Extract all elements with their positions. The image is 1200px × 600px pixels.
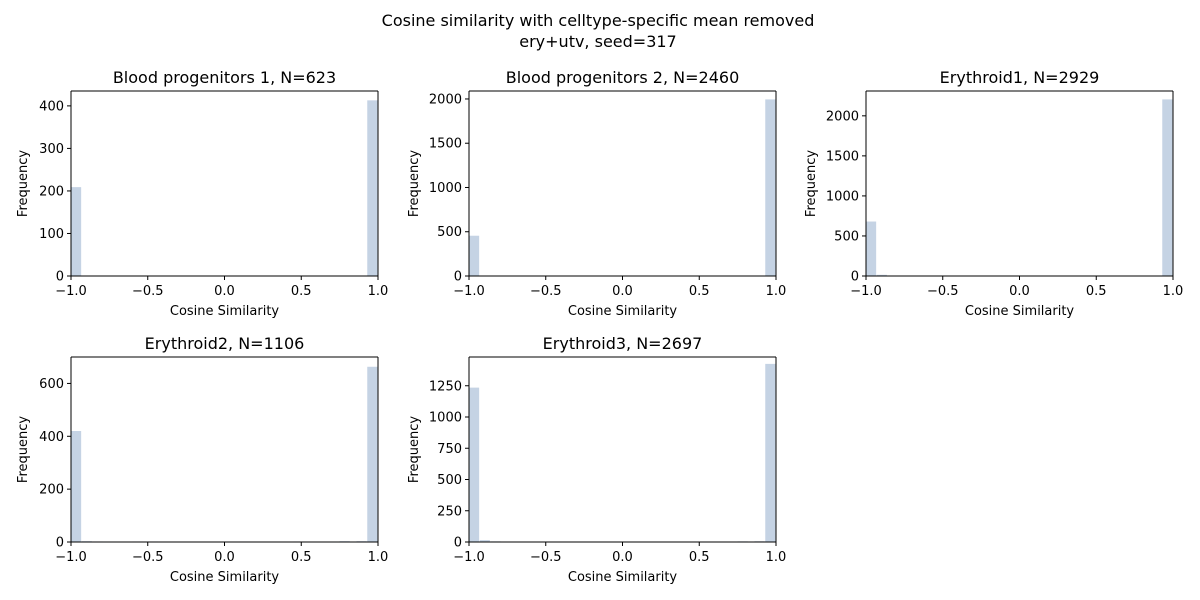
histogram-panel-4: −1.0 −0.5 0.0 0.5 1.0 0 200 400 600 Erythroid2, N… <box>16 334 388 585</box>
panel-title: Erythroid2, N=1106 <box>145 334 305 353</box>
y-tick-label: 600 <box>39 377 64 392</box>
y-axis-label: Frequency <box>407 416 422 483</box>
y-tick-label: 1250 <box>429 379 462 394</box>
bars <box>469 363 776 542</box>
panels: −1.0 −0.5 0.0 0.5 1.0 0 100 200 300 400 Blood prog… <box>16 68 1183 585</box>
x-tick-label: 0.0 <box>1009 284 1030 299</box>
histogram-bar <box>876 274 887 276</box>
y-tick-label: 400 <box>39 430 64 445</box>
y-tick-label: 500 <box>437 225 462 240</box>
x-tick-label: 1.0 <box>766 550 787 565</box>
histogram-panel-1: −1.0 −0.5 0.0 0.5 1.0 0 100 200 300 400 Blood prog… <box>16 68 388 319</box>
x-axis-label: Cosine Similarity <box>568 570 678 585</box>
histogram-bar <box>765 363 776 542</box>
x-tick-label: 0.5 <box>1086 284 1107 299</box>
y-tick-label: 200 <box>39 184 64 199</box>
panel-title: Blood progenitors 1, N=623 <box>113 68 336 87</box>
panel-title: Erythroid1, N=2929 <box>940 68 1100 87</box>
y-tick-label: 1500 <box>429 137 462 152</box>
histogram-panel-2: −1.0 −0.5 0.0 0.5 1.0 0 500 1000 1500 2000 Blood p… <box>407 68 786 319</box>
y-tick-label: 0 <box>56 270 64 285</box>
x-tick-label: 1.0 <box>1163 284 1184 299</box>
x-tick-label: 0.5 <box>291 550 312 565</box>
x-tick-label: 0.5 <box>689 550 710 565</box>
histogram-bar <box>765 99 776 276</box>
histogram-bar <box>1162 99 1173 276</box>
y-tick-label: 1000 <box>429 411 462 426</box>
x-axis-label: Cosine Similarity <box>170 570 280 585</box>
y-tick-label: 100 <box>39 227 64 242</box>
y-tick-label: 2000 <box>826 109 859 124</box>
x-tick-label: −0.5 <box>132 550 164 565</box>
x-tick-label: 1.0 <box>368 550 389 565</box>
x-tick-label: 1.0 <box>766 284 787 299</box>
histogram-bar <box>469 387 480 542</box>
x-tick-label: −0.5 <box>530 284 562 299</box>
x-tick-label: 1.0 <box>368 284 389 299</box>
x-tick-label: 0.0 <box>612 284 633 299</box>
x-axis-label: Cosine Similarity <box>170 304 280 319</box>
figure-title: Cosine similarity with celltype-specific… <box>382 11 815 30</box>
panel-title: Erythroid3, N=2697 <box>543 334 703 353</box>
y-tick-label: 1000 <box>429 181 462 196</box>
y-tick-label: 200 <box>39 483 64 498</box>
histogram-bar <box>367 366 378 542</box>
x-tick-label: −0.5 <box>132 284 164 299</box>
y-axis-label: Frequency <box>16 150 31 217</box>
bars <box>71 366 378 542</box>
x-tick-label: 0.5 <box>291 284 312 299</box>
bars <box>71 100 378 276</box>
y-tick-label: 0 <box>454 270 462 285</box>
figure-subtitle: ery+utv, seed=317 <box>519 32 676 51</box>
y-tick-label: 250 <box>437 504 462 519</box>
histogram-bar <box>479 540 490 542</box>
y-tick-label: 0 <box>851 270 859 285</box>
x-tick-label: −1.0 <box>55 284 87 299</box>
y-axis-label: Frequency <box>804 150 819 217</box>
x-axis-label: Cosine Similarity <box>965 304 1075 319</box>
panel-title: Blood progenitors 2, N=2460 <box>506 68 740 87</box>
y-axis-label: Frequency <box>16 416 31 483</box>
y-axis-label: Frequency <box>407 150 422 217</box>
histogram-bar <box>71 187 82 276</box>
x-tick-label: −0.5 <box>927 284 959 299</box>
y-tick-label: 2000 <box>429 92 462 107</box>
x-tick-label: 0.5 <box>689 284 710 299</box>
x-tick-label: −1.0 <box>453 550 485 565</box>
x-tick-label: −1.0 <box>453 284 485 299</box>
x-tick-label: 0.0 <box>612 550 633 565</box>
x-tick-label: 0.0 <box>214 284 235 299</box>
bars <box>469 99 776 276</box>
histogram-panel-5: −1.0 −0.5 0.0 0.5 1.0 0 250 500 750 1000 1250 Eryth… <box>407 334 786 585</box>
x-tick-label: −0.5 <box>530 550 562 565</box>
histogram-panel-3: −1.0 −0.5 0.0 0.5 1.0 0 500 1000 1500 2000 Erythro… <box>804 68 1183 319</box>
histogram-bar <box>469 235 480 276</box>
bars <box>866 99 1173 276</box>
y-tick-label: 500 <box>437 473 462 488</box>
histogram-bar <box>71 431 82 542</box>
x-tick-label: −1.0 <box>850 284 882 299</box>
x-tick-label: 0.0 <box>214 550 235 565</box>
y-tick-label: 300 <box>39 142 64 157</box>
y-tick-label: 1500 <box>826 149 859 164</box>
y-tick-label: 750 <box>437 442 462 457</box>
y-tick-label: 400 <box>39 99 64 114</box>
y-tick-label: 0 <box>454 536 462 551</box>
histogram-bar <box>866 221 877 276</box>
y-tick-label: 0 <box>56 536 64 551</box>
x-axis-label: Cosine Similarity <box>568 304 678 319</box>
x-tick-label: −1.0 <box>55 550 87 565</box>
y-tick-label: 500 <box>834 229 859 244</box>
y-tick-label: 1000 <box>826 189 859 204</box>
histogram-bar <box>367 100 378 276</box>
